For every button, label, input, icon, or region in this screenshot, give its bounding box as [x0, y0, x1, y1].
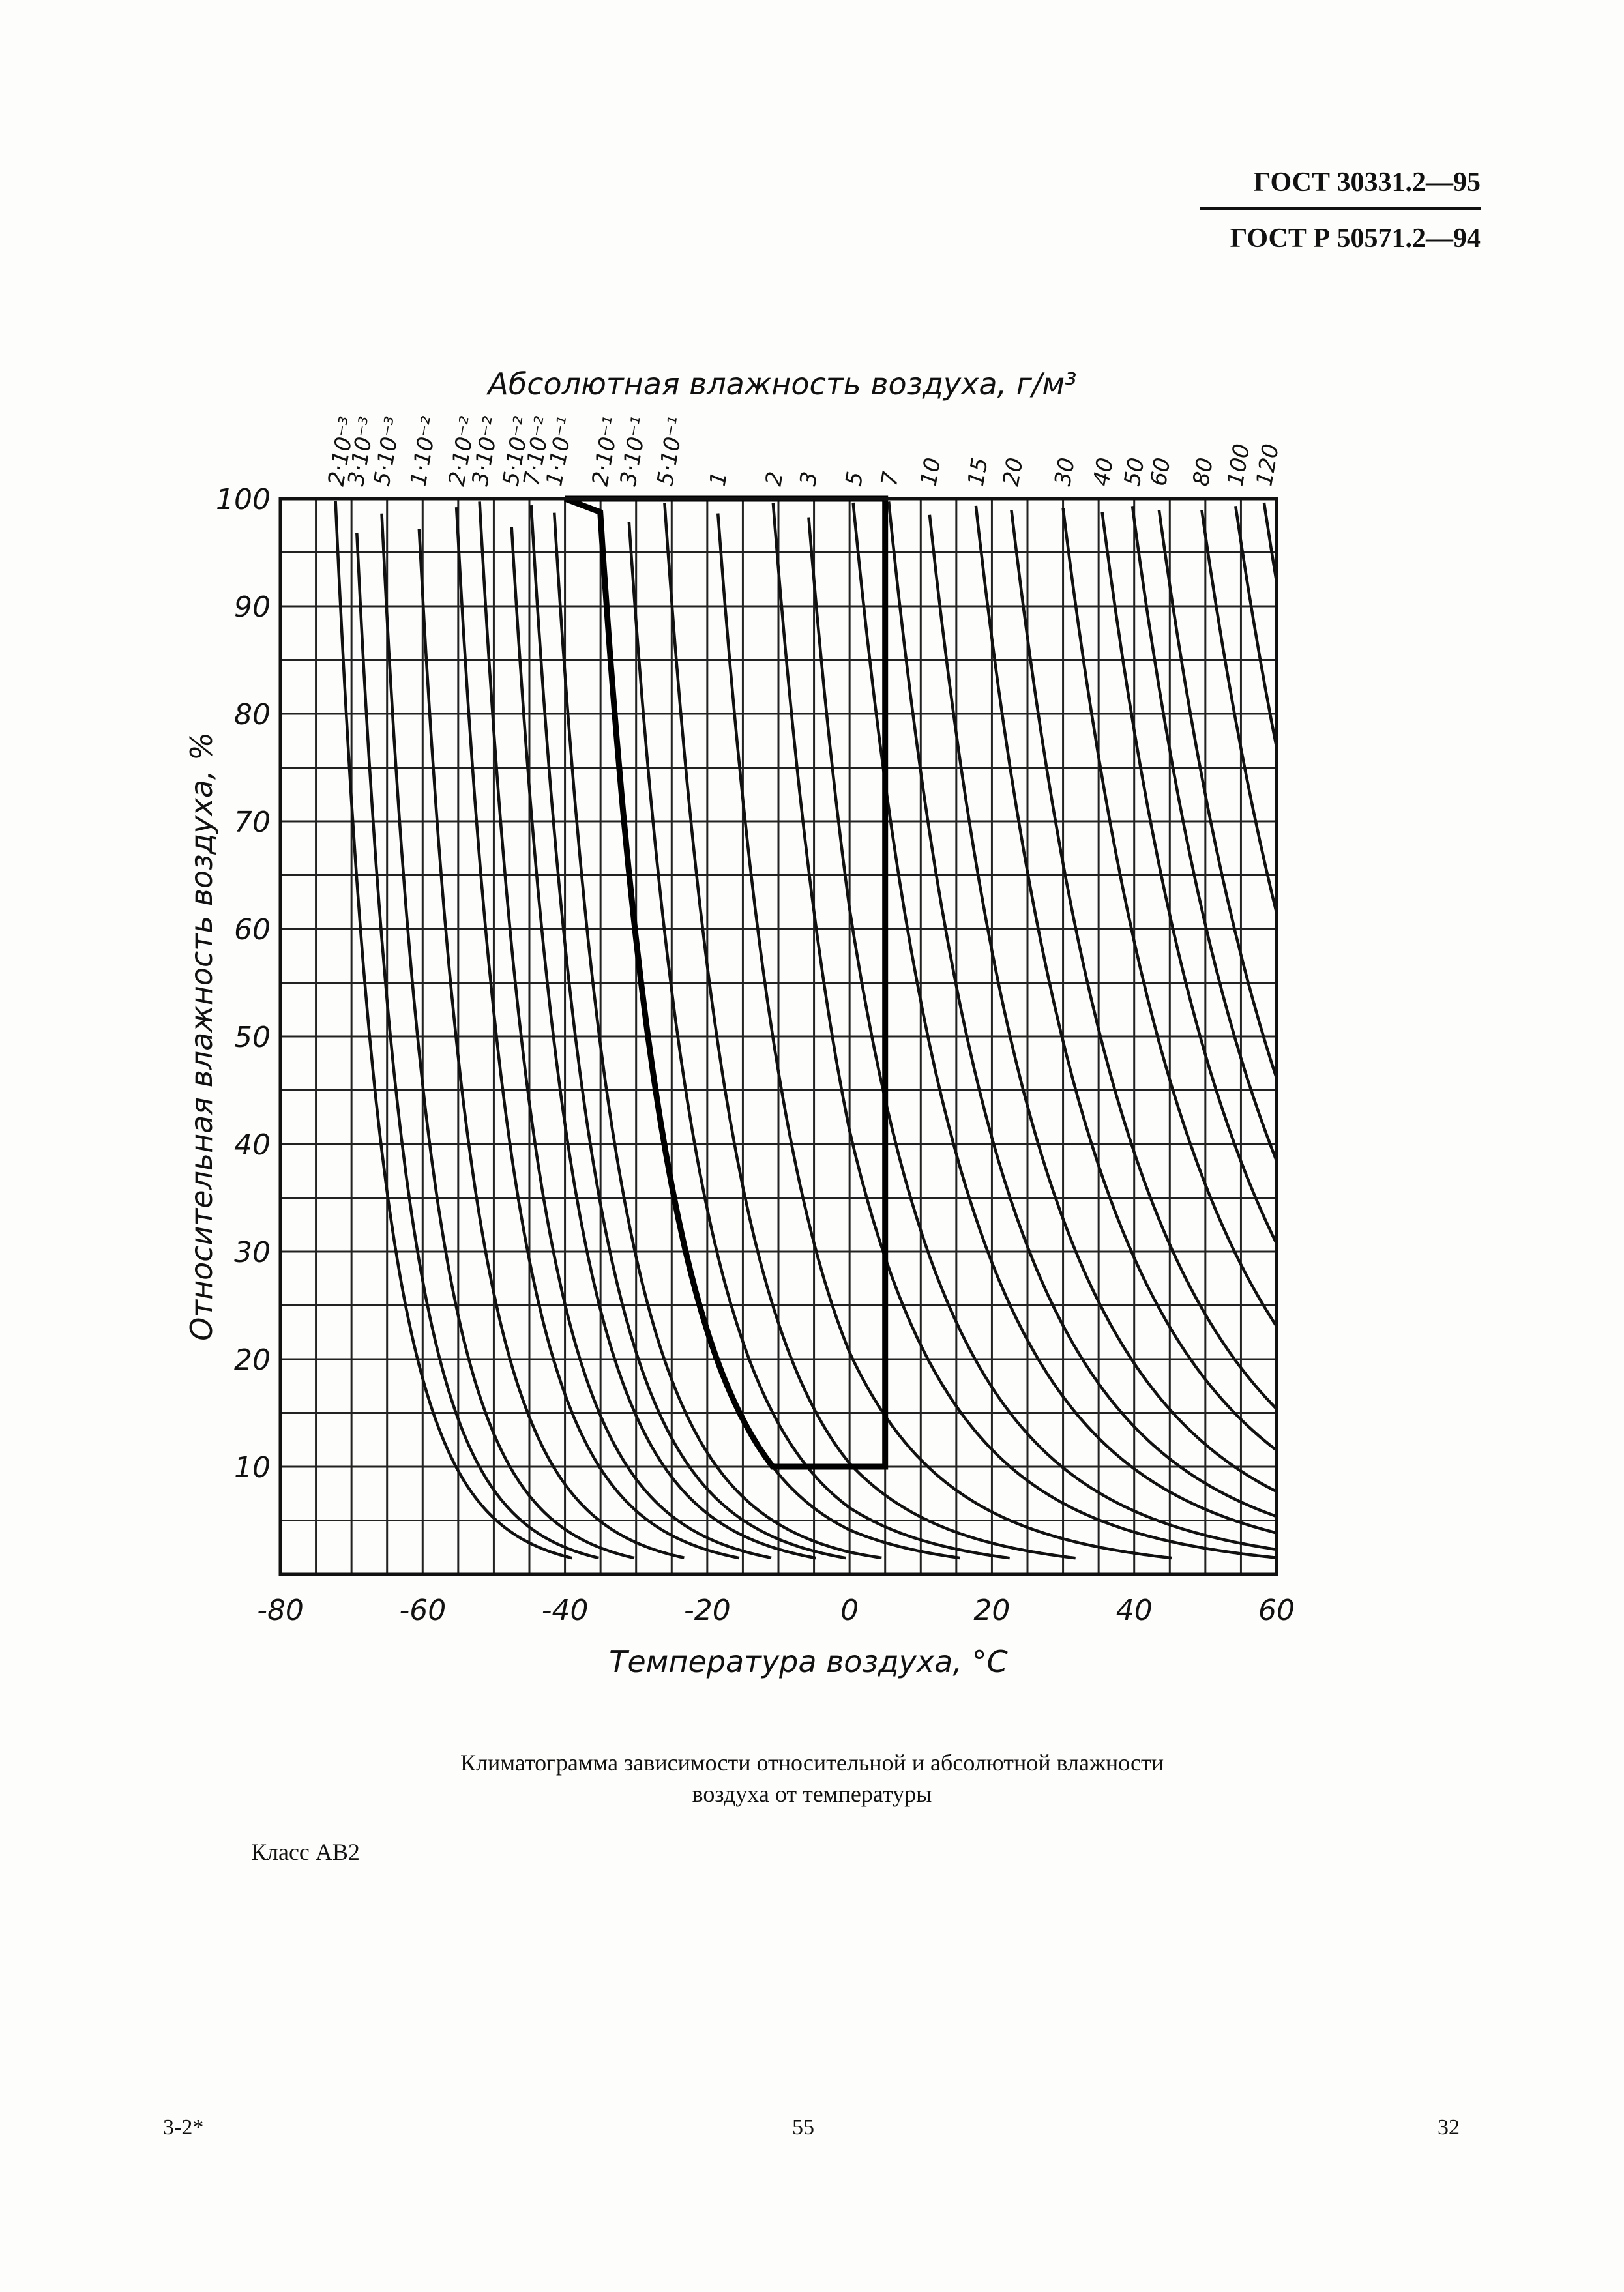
humidity-curve [510, 526, 816, 1560]
humidity-curves [334, 500, 1278, 1560]
top-axis-title: Абсолютная влажность воздуха, г/м³ [486, 366, 1076, 402]
x-tick-label: 40 [1116, 1594, 1153, 1627]
curve-label: 50 [1119, 456, 1150, 488]
curve-label: 100 [1222, 442, 1256, 488]
humidity-curve [380, 513, 635, 1560]
curve-label: 2 [761, 469, 789, 488]
y-tick-label: 30 [234, 1236, 271, 1269]
x-tick-label: -60 [399, 1594, 446, 1627]
class-label: Класс АВ2 [251, 1839, 360, 1865]
humidity-curve [552, 512, 882, 1560]
curve-label: 5·10⁻¹ [652, 415, 690, 488]
x-tick-label: 20 [973, 1594, 1010, 1627]
humidity-curve [1233, 505, 1278, 748]
y-tick-label: 100 [216, 483, 271, 516]
humidity-curve [1100, 512, 1278, 1244]
climatogram-chart: -80 -60 -40 -20 0 20 40 60102030405060708090100… [184, 366, 1295, 1679]
figure-caption: Климатограмма зависимости относительной … [0, 1747, 1624, 1810]
x-tick-label: -80 [257, 1594, 304, 1627]
curve-label: 1 [705, 469, 733, 488]
humidity-curve [851, 502, 1277, 1535]
document-header: ГОСТ 30331.2—95 ГОСТ Р 50571.2—94 [1200, 163, 1481, 258]
caption-line-2: воздуха от температуры [692, 1781, 932, 1807]
x-tick-label: -20 [684, 1594, 731, 1627]
curve-label: 7 [876, 469, 904, 488]
curve-label: 10 [916, 456, 947, 488]
y-tick-label: 90 [234, 591, 271, 624]
curve-label: 40 [1088, 456, 1119, 488]
humidity-curve [1200, 510, 1278, 913]
humidity-curve [771, 503, 1277, 1559]
humidity-curve [529, 505, 847, 1560]
humidity-curve [334, 500, 573, 1560]
y-tick-label: 60 [234, 913, 271, 947]
humidity-curve [887, 501, 1277, 1518]
y-tick-label: 40 [234, 1128, 271, 1162]
y-tick-label: 80 [234, 698, 271, 731]
y-tick-label: 10 [234, 1451, 271, 1484]
footer-right: 32 [1438, 2115, 1460, 2139]
humidity-curve [1130, 506, 1278, 1162]
y-axis-title: Относительная влажность воздуха, % [184, 732, 219, 1341]
chart-grid [280, 499, 1277, 1574]
y-tick-label: 70 [234, 806, 271, 839]
humidity-curve [716, 513, 1172, 1560]
humidity-curve [417, 528, 685, 1559]
humidity-curve [454, 507, 740, 1560]
curve-label: 30 [1050, 456, 1080, 488]
plot-frame [278, 497, 1278, 1576]
humidity-curve [1010, 510, 1278, 1410]
humidity-curve [1262, 502, 1278, 582]
humidity-curve [663, 503, 1076, 1560]
humidity-curve [1157, 510, 1278, 1079]
humidity-curve [627, 522, 1011, 1560]
header-divider [1200, 207, 1481, 210]
curve-label: 1·10⁻² [406, 415, 443, 488]
curve-label: 80 [1188, 456, 1218, 488]
humidity-curve [928, 514, 1278, 1493]
curve-label: 5 [840, 469, 868, 488]
x-tick-label: -40 [542, 1594, 589, 1627]
curve-label: 20 [998, 456, 1029, 488]
standard-number-2: ГОСТ Р 50571.2—94 [1230, 224, 1481, 254]
page-number: 55 [792, 2115, 814, 2139]
axis-ticks: -80 -60 -40 -20 0 20 40 60 10 20 30 40 50 60 70 80 90 100 [216, 483, 1295, 1627]
curve-label: 3 [795, 469, 823, 488]
humidity-curve [355, 533, 599, 1560]
caption-line-1: Климатограмма зависимости относительной … [460, 1750, 1164, 1776]
x-axis-title: Температура воздуха, °С [609, 1644, 1007, 1679]
humidity-curve [974, 505, 1278, 1452]
humidity-curve [1061, 508, 1278, 1327]
highlight-region-border [564, 495, 889, 1470]
x-tick-label: 0 [840, 1594, 859, 1627]
y-tick-label: 20 [234, 1344, 271, 1377]
footer-left: 3-2* [163, 2115, 204, 2139]
top-curve-labels: 2·10⁻³3·10⁻³5·10⁻³1·10⁻² 2·10⁻²3·10⁻²5·10… [323, 415, 1284, 488]
curve-label: 15 [963, 456, 994, 488]
humidity-curve [807, 517, 1277, 1551]
highlight-region [564, 495, 889, 1470]
curve-label: 60 [1145, 456, 1176, 488]
x-tick-label: 60 [1258, 1594, 1295, 1627]
y-tick-label: 50 [234, 1021, 271, 1054]
humidity-curve [478, 501, 772, 1560]
curve-label: 120 [1251, 442, 1284, 488]
standard-number-1: ГОСТ 30331.2—95 [1253, 168, 1481, 198]
